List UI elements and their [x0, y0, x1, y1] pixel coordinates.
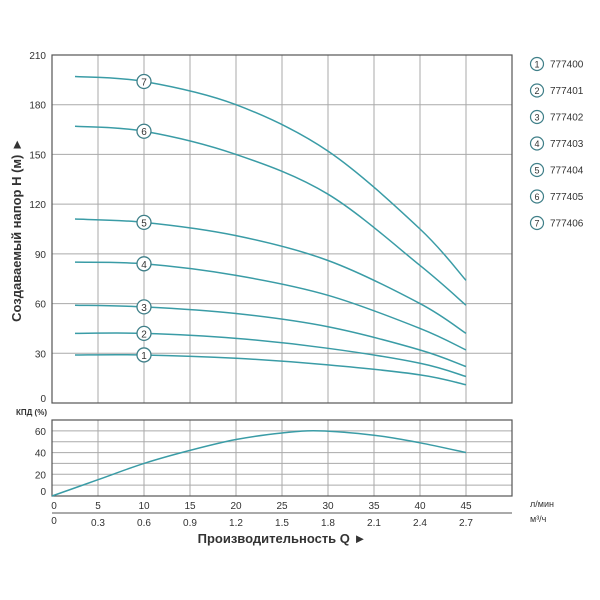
series-line — [74, 75, 467, 281]
x-tick-label-m3h: 2.7 — [459, 518, 473, 529]
legend-label: 777401 — [550, 86, 584, 97]
plot-frame — [51, 54, 513, 404]
x-axes: 0 5 10 15 20 25 30 35 40 45 0 0.3 0.6 0.9 1.2 1.5 1.8 2.1… — [51, 501, 512, 529]
x-tick-label-m3h: 1.5 — [275, 518, 289, 529]
y-tick-label: 60 — [35, 300, 47, 311]
legend-marker-label: 4 — [534, 139, 539, 149]
legend-label: 777402 — [550, 113, 584, 124]
series-line — [74, 304, 467, 368]
x-tick-label-lmin: 35 — [368, 501, 380, 512]
y-tick-label: 60 — [35, 427, 47, 438]
y-tick-label: 180 — [29, 101, 46, 112]
legend-label: 777400 — [550, 60, 584, 71]
y-axis-label-efficiency: КПД (%) — [16, 408, 47, 417]
x-tick-label-m3h: 2.4 — [413, 518, 427, 529]
y-tick-label: 30 — [35, 349, 47, 360]
legend-marker — [529, 189, 545, 204]
legend-label: 777404 — [550, 166, 584, 177]
x-tick-label-lmin: 10 — [138, 501, 150, 512]
y-tick-label: 120 — [29, 200, 46, 211]
y-tick-label: 210 — [29, 51, 46, 62]
x-tick-label-m3h: 0.9 — [183, 518, 197, 529]
legend-marker-label: 5 — [534, 166, 539, 176]
curve-marker-label: 3 — [141, 303, 147, 314]
x-tick-label-lmin: 15 — [184, 501, 196, 512]
y-tick-label: 20 — [35, 470, 47, 481]
legend-marker-label: 6 — [534, 192, 539, 202]
legend-marker-label: 2 — [534, 86, 539, 96]
curve-marker-label: 5 — [141, 218, 147, 229]
y-tick-label: 150 — [29, 150, 46, 161]
x-tick-label-lmin: 5 — [95, 501, 101, 512]
y-tick-label: 90 — [35, 250, 47, 261]
legend-marker — [529, 136, 545, 151]
y-tick-label: 0 — [40, 487, 46, 498]
legend-marker — [529, 215, 545, 231]
curve-marker-circle — [136, 214, 152, 231]
x-tick-label-m3h: 0.3 — [91, 518, 105, 529]
x-tick-label-m3h: 0 — [51, 516, 57, 527]
curve-marker-label: 2 — [141, 329, 147, 340]
legend-marker — [529, 109, 545, 125]
legend-marker-label: 7 — [534, 219, 539, 229]
x-tick-label-m3h: 1.2 — [229, 518, 243, 529]
x-unit-m3h: м³/ч — [530, 514, 547, 524]
legend: 1 777400 2 777401 3 777402 4 777403 5 777404 6 7774… — [529, 56, 584, 231]
legend-marker — [529, 83, 545, 98]
head-plot: 0 30 60 90 120 150 180 210 1 2 3 4 5 6 7 — [29, 51, 513, 405]
y-axis-label-head: Создаваемый напор H (м) ► — [9, 138, 24, 322]
curve-marker-circle — [136, 347, 152, 363]
series-line — [74, 218, 467, 335]
series-line — [51, 430, 467, 497]
y-tick-label: 0 — [40, 394, 46, 405]
legend-marker — [529, 162, 545, 178]
series-line — [74, 125, 467, 306]
legend-marker-label: 1 — [534, 60, 539, 70]
x-tick-label-lmin: 30 — [322, 501, 334, 512]
curve-marker-circle — [136, 123, 152, 139]
x-axis-label: Производительность Q ► — [198, 531, 367, 546]
curve-marker-circle — [136, 256, 152, 272]
legend-marker-label: 3 — [534, 113, 539, 123]
curve-marker-circle — [136, 73, 152, 90]
legend-label: 777405 — [550, 192, 584, 203]
x-tick-label-m3h: 1.8 — [321, 518, 335, 529]
curve-marker-circle — [136, 299, 152, 315]
plot-frame — [51, 419, 513, 497]
x-tick-label-lmin: 0 — [51, 501, 57, 512]
legend-label: 777403 — [550, 139, 584, 150]
efficiency-plot: 0 20 40 60 — [35, 419, 513, 498]
curve-marker-label: 7 — [141, 78, 147, 89]
legend-label: 777406 — [550, 219, 584, 230]
legend-marker — [529, 56, 545, 72]
x-tick-label-lmin: 40 — [414, 501, 426, 512]
curve-marker-label: 6 — [141, 127, 147, 138]
x-tick-label-lmin: 25 — [276, 501, 288, 512]
x-tick-label-lmin: 20 — [230, 501, 242, 512]
x-unit-lmin: л/мин — [530, 499, 554, 509]
x-tick-label-lmin: 45 — [460, 501, 472, 512]
curve-marker-circle — [136, 325, 152, 342]
series-line — [74, 353, 467, 386]
x-tick-label-m3h: 2.1 — [367, 518, 381, 529]
curve-marker-label: 1 — [141, 351, 147, 362]
x-tick-label-m3h: 0.6 — [137, 518, 151, 529]
y-tick-label: 40 — [35, 449, 47, 460]
curve-marker-label: 4 — [141, 260, 147, 271]
